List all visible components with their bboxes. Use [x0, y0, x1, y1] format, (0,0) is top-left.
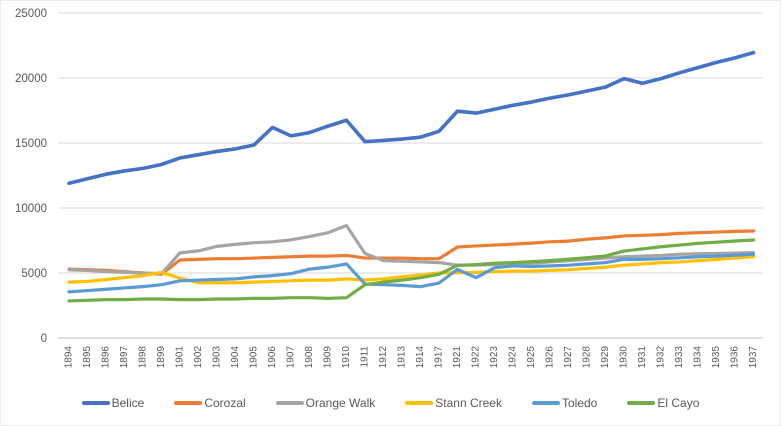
x-tick-label: 1906	[267, 346, 278, 369]
x-tick-label: 1933	[674, 346, 685, 369]
x-tick-label: 1926	[545, 346, 556, 369]
x-tick-label: 1911	[360, 346, 371, 368]
legend-label: Stann Creek	[435, 396, 502, 410]
x-tick-label: 1913	[397, 346, 408, 369]
x-tick-label: 1895	[82, 346, 93, 369]
legend-item-orange-walk: Orange Walk	[275, 396, 376, 410]
x-tick-label: 1898	[138, 346, 149, 369]
x-tick-label: 1897	[119, 346, 130, 369]
y-tick-label: 0	[41, 333, 47, 345]
legend-line-swatch	[275, 401, 304, 405]
legend-line-swatch	[81, 401, 110, 405]
x-tick-label: 1924	[508, 346, 519, 369]
x-tick-label: 1927	[563, 346, 574, 369]
x-tick-label: 1894	[64, 346, 75, 369]
x-tick-label: 1932	[656, 346, 667, 369]
series-line-orange-walk	[67, 223, 756, 276]
series-line-stann-creek	[67, 255, 756, 285]
y-tick-label: 5000	[21, 268, 47, 280]
x-tick-label: 1910	[341, 346, 352, 369]
x-axis-tick-labels: 1894 1895 1896 1897 1898 1899 1901 1902 1903 1904…	[64, 346, 760, 369]
x-tick-label: 1930	[619, 346, 630, 369]
legend-item-belice: Belice	[81, 396, 145, 410]
x-tick-label: 1928	[582, 346, 593, 369]
x-tick-label: 1917	[434, 346, 445, 369]
legend-line-swatch	[531, 401, 560, 405]
legend-label: Corozal	[204, 396, 246, 410]
x-tick-label: 1909	[323, 346, 334, 369]
series-line-corozal	[67, 229, 756, 276]
chart-legend: Belice Corozal Orange Walk Stann Creek Toled…	[1, 396, 780, 410]
x-tick-label: 1925	[526, 346, 537, 369]
legend-label: El Cayo	[657, 396, 700, 410]
series-line-el-cayo	[67, 238, 756, 303]
series-line-belice	[67, 50, 756, 186]
legend-label: Orange Walk	[305, 396, 376, 410]
x-tick-label: 1935	[711, 346, 722, 369]
x-tick-label: 1901	[175, 346, 186, 369]
x-tick-label: 1921	[452, 346, 463, 369]
y-tick-label: 25000	[15, 8, 47, 20]
x-tick-label: 1902	[193, 346, 204, 369]
legend-item-corozal: Corozal	[174, 396, 246, 410]
x-tick-label: 1912	[378, 346, 389, 369]
y-tick-label: 10000	[15, 203, 47, 215]
y-tick-label: 20000	[15, 73, 47, 85]
x-tick-label: 1931	[637, 346, 648, 369]
series-line-toledo	[67, 252, 756, 294]
x-tick-label: 1899	[156, 346, 167, 369]
legend-label: Toledo	[561, 396, 598, 410]
x-tick-label: 1907	[286, 346, 297, 369]
legend-item-el-cayo: El Cayo	[627, 396, 699, 410]
x-tick-label: 1905	[249, 346, 260, 369]
legend-line-swatch	[405, 401, 434, 405]
x-tick-label: 1922	[471, 346, 482, 369]
x-tick-label: 1908	[304, 346, 315, 369]
y-axis-tick-labels: 0 5000 10000 15000 20000 25000	[15, 8, 47, 345]
y-tick-label: 15000	[15, 138, 47, 150]
x-tick-label: 1914	[415, 346, 426, 369]
x-tick-label: 1937	[748, 346, 759, 369]
x-tick-label: 1923	[489, 346, 500, 369]
x-tick-label: 1903	[212, 346, 223, 369]
gridlines	[58, 12, 763, 339]
x-tick-label: 1936	[730, 346, 741, 369]
legend-label: Belice	[111, 396, 145, 410]
legend-line-swatch	[627, 401, 656, 405]
legend-item-stann-creek: Stann Creek	[405, 396, 502, 410]
x-tick-label: 1896	[101, 346, 112, 369]
data-series-lines	[67, 50, 756, 303]
x-tick-label: 1934	[693, 346, 704, 369]
legend-line-swatch	[174, 401, 203, 405]
x-tick-label: 1929	[600, 346, 611, 369]
x-tick-label: 1904	[230, 346, 241, 369]
legend-item-toledo: Toledo	[531, 396, 598, 410]
